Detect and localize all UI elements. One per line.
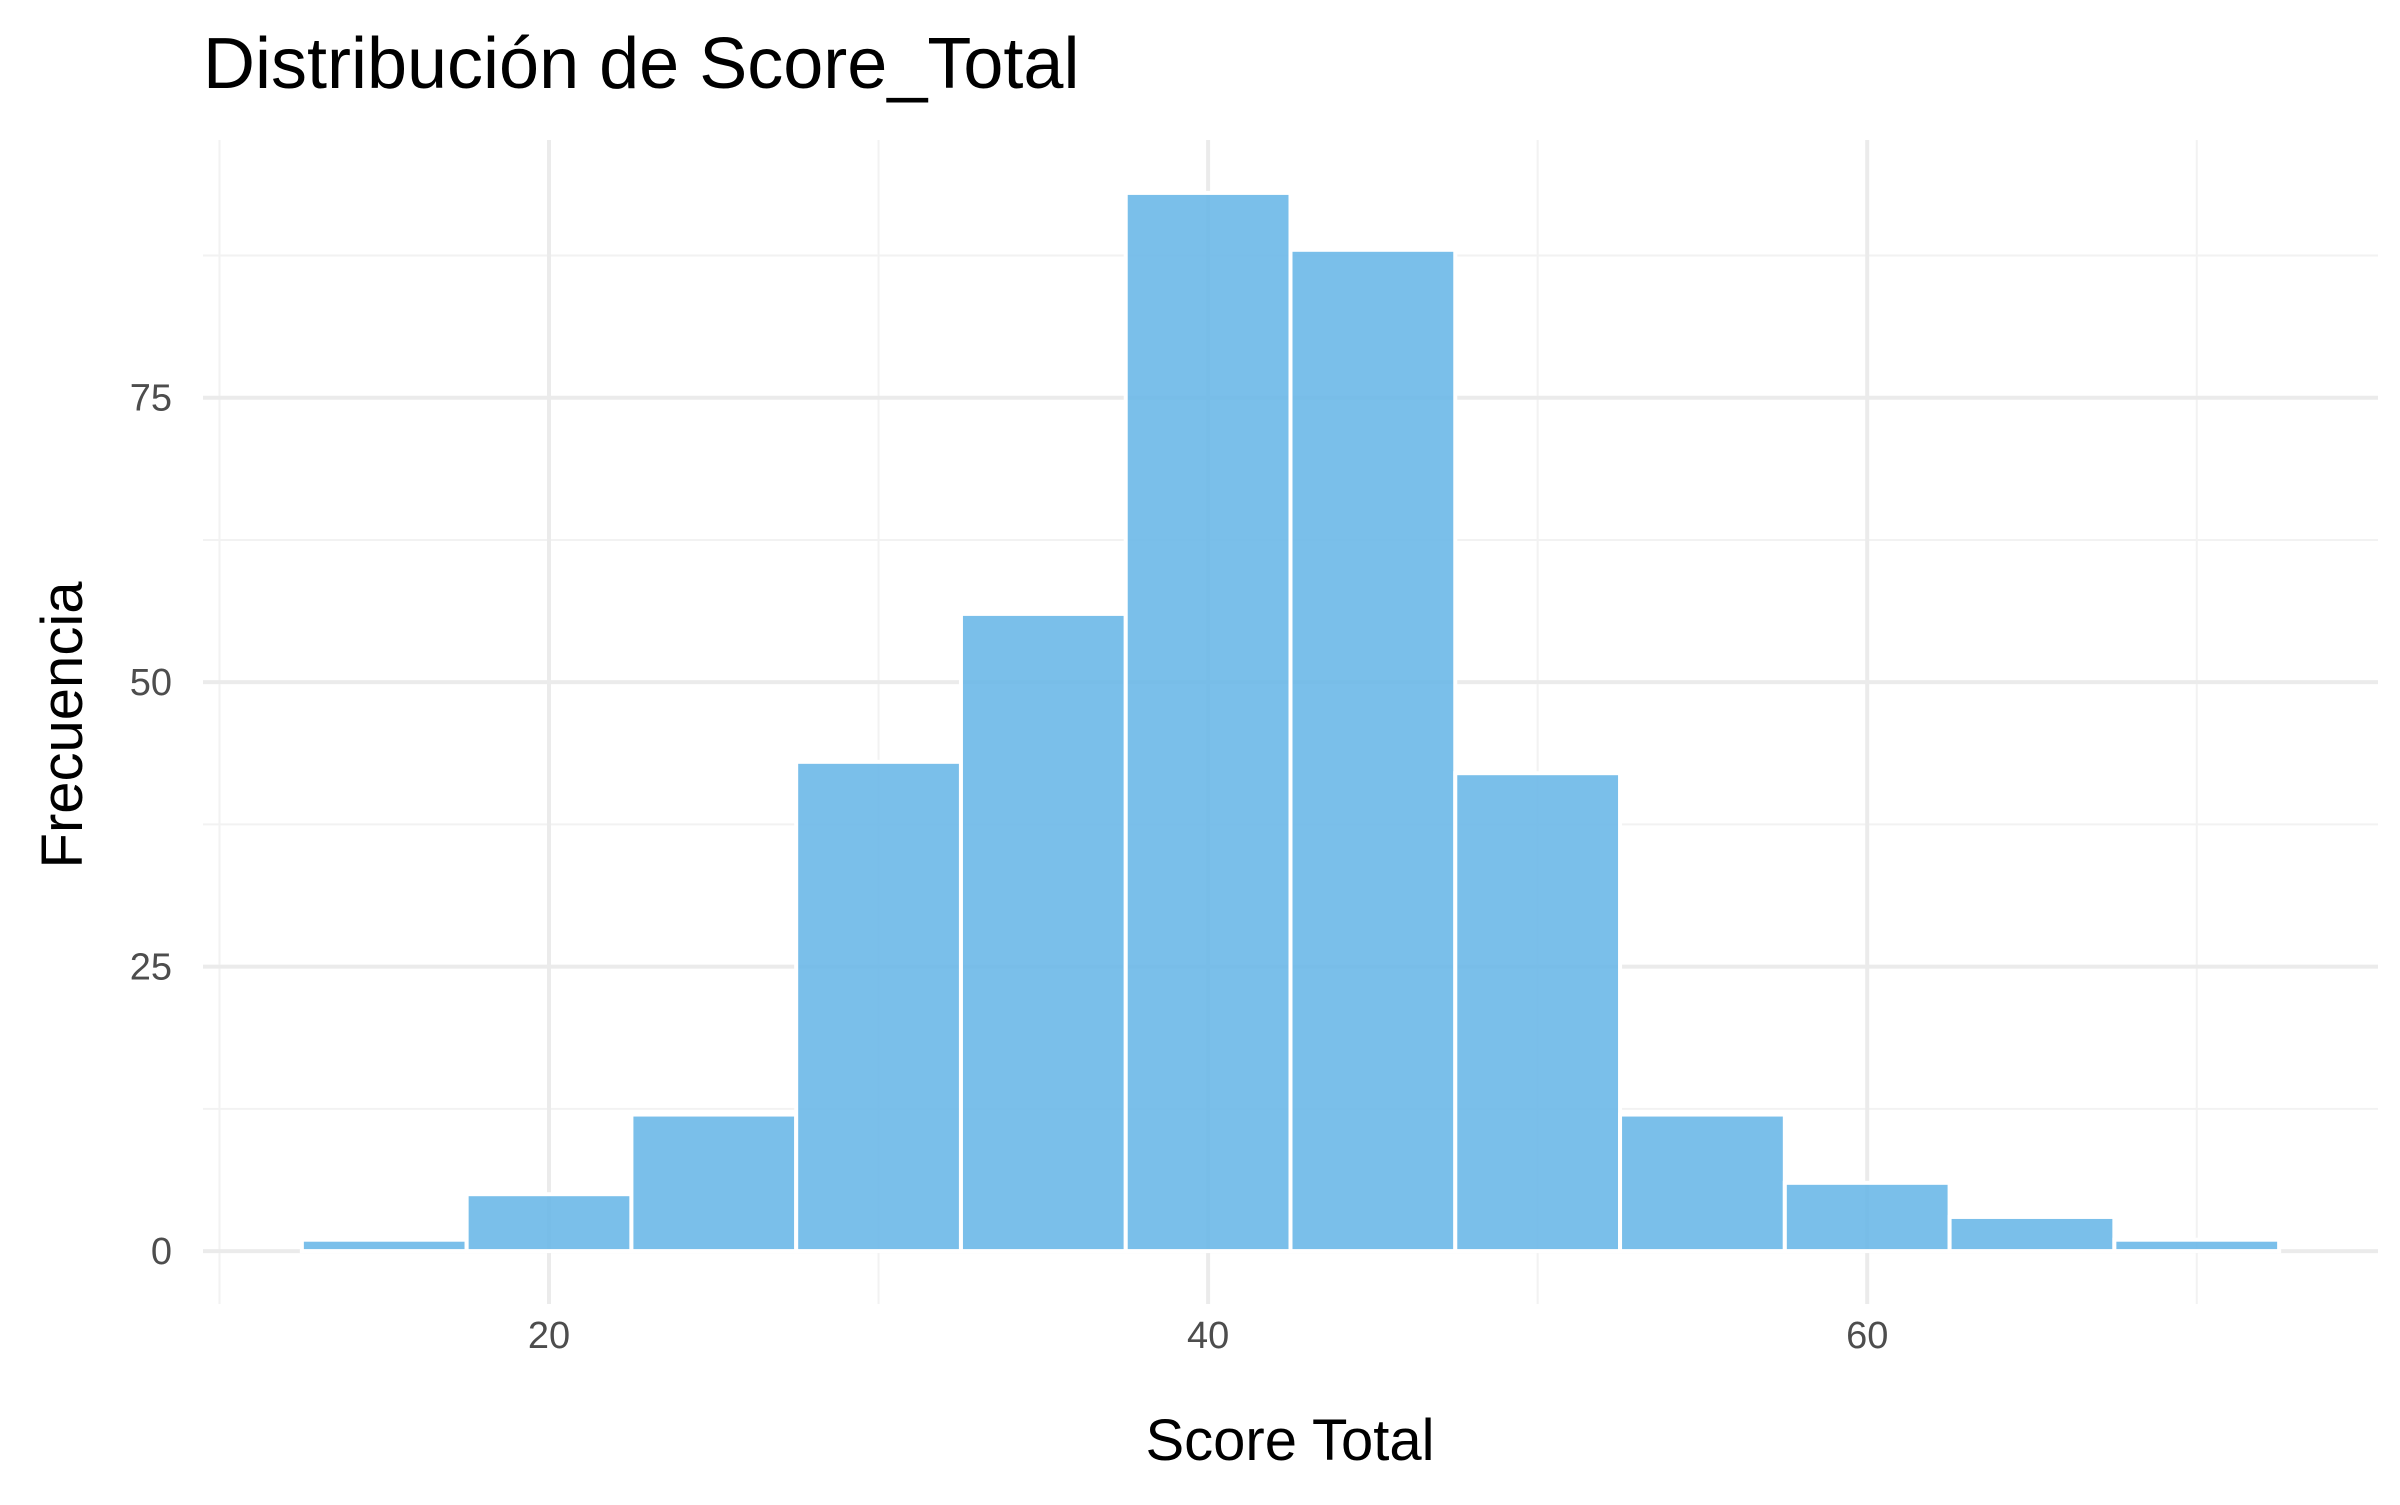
x-tick-label: 60 xyxy=(1846,1315,1888,1357)
histogram-bar xyxy=(1453,771,1623,1254)
chart-title: Distribución de Score_Total xyxy=(203,24,1079,104)
histogram-bar xyxy=(629,1112,799,1254)
x-tick-label: 20 xyxy=(528,1315,570,1357)
y-tick-label: 75 xyxy=(130,378,172,420)
histogram-bar xyxy=(1123,190,1293,1254)
x-tick-label: 40 xyxy=(1187,1315,1229,1357)
histogram-bar xyxy=(958,611,1128,1254)
histogram-bars xyxy=(299,190,2282,1254)
histogram-bar xyxy=(1782,1180,1952,1254)
tick-labels: 20 40 60 0 25 50 75 xyxy=(130,378,1889,1357)
x-axis-title: Score Total xyxy=(1145,1408,1434,1473)
histogram-bar xyxy=(299,1237,469,1254)
histogram-bar xyxy=(2112,1237,2282,1254)
y-tick-label: 25 xyxy=(130,947,172,989)
y-axis-title: Frecuencia xyxy=(30,581,95,869)
histogram-bar xyxy=(794,759,963,1254)
y-tick-label: 0 xyxy=(151,1231,172,1273)
histogram-bar xyxy=(464,1192,634,1254)
histogram-bar xyxy=(1618,1112,1787,1254)
histogram-bar xyxy=(1947,1214,2117,1254)
y-tick-label: 50 xyxy=(130,662,172,704)
histogram-bar xyxy=(1288,247,1458,1254)
